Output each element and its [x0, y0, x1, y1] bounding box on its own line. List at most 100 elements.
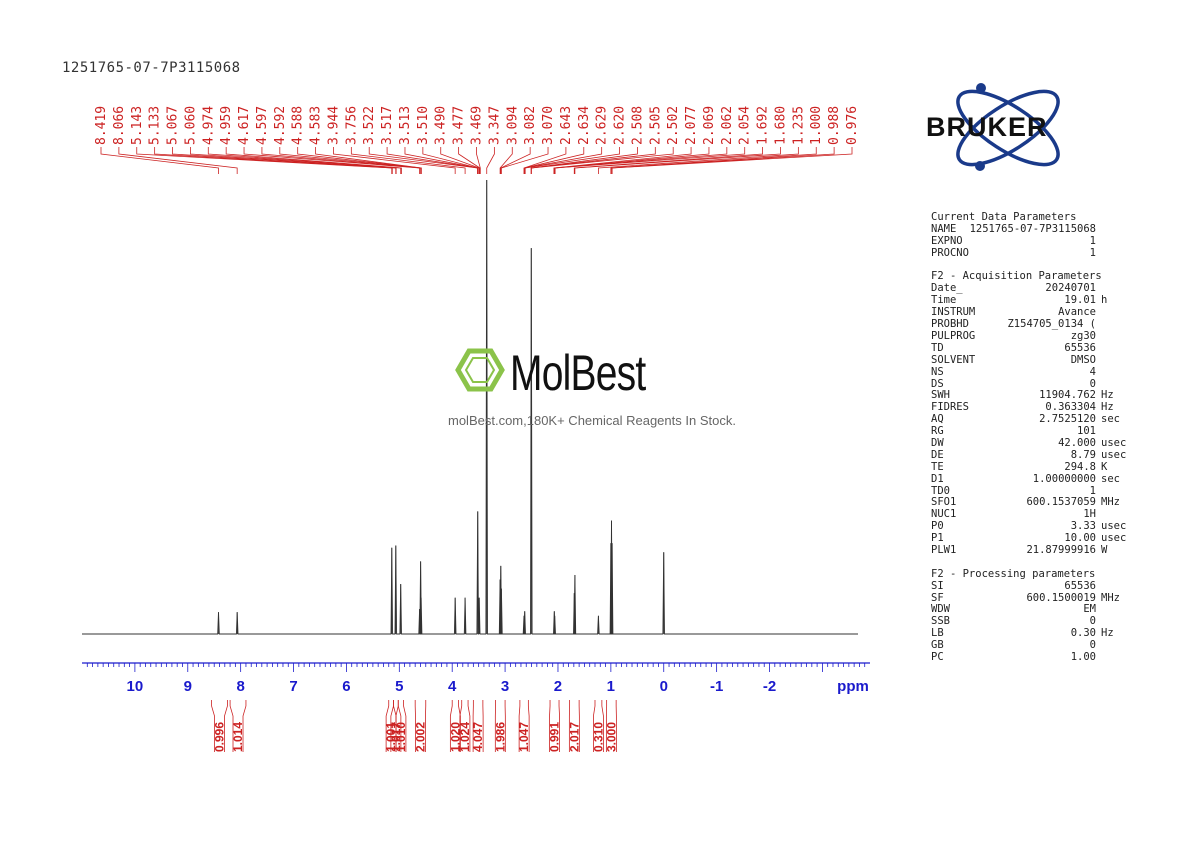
integral-bracket [229, 700, 247, 752]
param-row: TD0 1 [931, 484, 1141, 498]
x-tick-label: 7 [289, 678, 297, 695]
x-tick-label: 1 [607, 678, 615, 695]
param-value: 65536 [1064, 579, 1096, 592]
param-key: GB [931, 639, 944, 652]
peak-label: 3.094 [505, 106, 520, 145]
integral-label: 1.010 [394, 722, 408, 752]
param-key: TD [931, 341, 944, 354]
param-value: 1 [1089, 484, 1096, 497]
param-key: P1 [931, 532, 944, 545]
x-axis-label: ppm [837, 678, 869, 695]
param-row: GB 0 [931, 639, 1141, 652]
peak-label: 2.502 [666, 106, 681, 145]
peak-leader-line [100, 147, 219, 174]
integral-label: 1.014 [231, 722, 245, 752]
integral-label: 1.986 [493, 722, 507, 752]
param-key: PLW1 [931, 543, 957, 556]
param-value: 10.00 [1064, 532, 1096, 545]
param-row: SSB 0 [931, 615, 1141, 628]
peak-leader-line [523, 147, 567, 174]
param-value: DMSO [1070, 353, 1096, 366]
peak-label: 2.054 [738, 106, 753, 145]
param-unit: sec [1101, 472, 1120, 485]
param-key: PC [931, 651, 944, 663]
peak-label: 2.620 [613, 106, 628, 145]
param-key: Date_ [931, 282, 963, 295]
peak-label: 4.583 [309, 106, 324, 145]
param-row: DE 8.79 usec [931, 449, 1141, 462]
peak-leader-line [611, 147, 853, 174]
peak-label: 3.469 [470, 106, 485, 145]
processing-params-list: SI 65536 SF 600.1500019 MHz WDW EM SSB 0 LB 0.30 Hz… [931, 579, 1141, 664]
peak-label: 1.692 [756, 106, 771, 145]
peak-leader-line [486, 147, 495, 174]
peak-label: 3.070 [541, 106, 556, 145]
param-row: PLW1 21.87999916 W [931, 543, 1141, 557]
integral-bracket [472, 700, 484, 752]
param-value: 1.00 [1070, 651, 1096, 663]
integral-label: 0.996 [213, 722, 227, 752]
param-value: 0 [1089, 615, 1096, 628]
x-tick-label: 10 [127, 678, 144, 695]
peak-leader-line [333, 147, 456, 174]
param-value: 1H [1083, 508, 1096, 521]
peak-leader-line [118, 147, 238, 174]
integral-bracket [549, 700, 560, 752]
param-value: 1251765-07-7P3115068 [969, 222, 1096, 235]
peak-label-group: 8.419 8.066 5.143 5.133 5.067 5.060 4.974 4.959… [94, 106, 860, 174]
integral-bracket [494, 700, 506, 752]
processing-params-heading: F2 - Processing parameters [931, 567, 1096, 580]
peak-leader-line [136, 147, 393, 174]
param-row: WDW EM [931, 604, 1141, 616]
param-value: zg30 [1070, 329, 1096, 342]
param-key: D1 [931, 472, 944, 485]
param-key: SFO1 [931, 496, 957, 509]
param-value: 21.87999916 [1026, 543, 1096, 556]
integral-label: 0.991 [548, 722, 562, 752]
param-unit: usec [1101, 520, 1127, 533]
peak-label: 3.490 [434, 106, 449, 145]
bruker-logo-icon [956, 83, 1060, 171]
param-unit: W [1101, 543, 1108, 556]
sample-id: 1251765-07-7P3115068 [62, 60, 241, 76]
peak-leader-line [190, 147, 397, 174]
peak-label: 0.976 [845, 106, 860, 145]
param-row: SI 65536 [931, 579, 1141, 593]
param-key: SWH [931, 389, 950, 402]
integral-bracket [449, 700, 461, 752]
param-value: 0.30 [1070, 627, 1096, 640]
integral-bracket [211, 700, 228, 752]
x-tick-label: -2 [763, 678, 776, 695]
param-key: DS [931, 377, 944, 390]
peak-label: 3.347 [487, 106, 502, 145]
param-key: TD0 [931, 484, 950, 497]
param-row: AQ 2.7525120 sec [931, 413, 1141, 426]
peak-label: 4.959 [219, 106, 234, 145]
peak-label: 3.517 [380, 106, 395, 145]
param-value: 294.8 [1064, 460, 1096, 473]
param-unit: K [1101, 460, 1108, 473]
peak-label: 2.508 [630, 106, 645, 145]
peak-leader-line [243, 147, 420, 174]
peak-leader-line [574, 147, 781, 174]
param-key: SSB [931, 615, 950, 628]
param-value: 1.00000000 [1032, 472, 1096, 485]
peak-leader-line [524, 147, 603, 174]
param-value: 11904.762 [1039, 389, 1096, 402]
peak-label: 1.000 [809, 106, 824, 145]
param-row: PROBHD Z154705_0134 ( [931, 318, 1141, 331]
param-key: P0 [931, 520, 944, 533]
param-row: FIDRES 0.363304 Hz [931, 401, 1141, 414]
x-tick-label: -1 [710, 678, 723, 695]
peak-label: 2.505 [648, 106, 663, 145]
peak-leader-line [554, 147, 746, 174]
peak-label: 2.629 [595, 106, 610, 145]
integral-label: 1.020 [448, 722, 462, 752]
param-unit: Hz [1101, 627, 1114, 640]
param-row: D1 1.00000000 sec [931, 472, 1141, 486]
peak-leader-line [422, 147, 479, 174]
param-key: WDW [931, 603, 950, 616]
peak-leader-line [554, 147, 728, 174]
peak-label: 8.419 [94, 106, 109, 145]
